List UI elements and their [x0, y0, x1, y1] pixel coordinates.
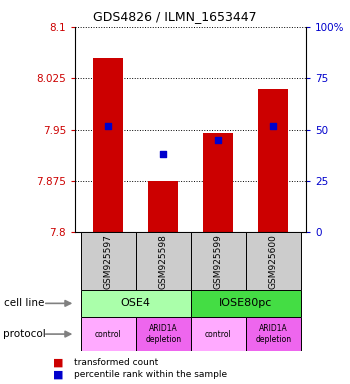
Text: GDS4826 / ILMN_1653447: GDS4826 / ILMN_1653447: [93, 10, 257, 23]
Bar: [246, 232, 301, 290]
Bar: [81, 232, 136, 290]
Text: cell line: cell line: [4, 298, 44, 308]
Bar: [191, 317, 246, 351]
Text: GSM925598: GSM925598: [159, 234, 168, 288]
Bar: [136, 317, 191, 351]
Bar: [81, 290, 191, 317]
Text: OSE4: OSE4: [121, 298, 151, 308]
Text: GSM925597: GSM925597: [104, 234, 113, 288]
Point: [216, 137, 221, 143]
Bar: [93, 58, 123, 232]
Text: GSM925600: GSM925600: [269, 234, 278, 288]
Bar: [203, 133, 233, 232]
Text: IOSE80pc: IOSE80pc: [219, 298, 272, 308]
Text: ■: ■: [52, 369, 63, 379]
Text: ■: ■: [52, 358, 63, 368]
Bar: [148, 181, 178, 232]
Text: control: control: [95, 329, 122, 339]
Point: [271, 123, 276, 129]
Text: protocol: protocol: [4, 329, 46, 339]
Point: [160, 151, 166, 157]
Bar: [136, 232, 191, 290]
Text: ARID1A
depletion: ARID1A depletion: [145, 324, 181, 344]
Text: transformed count: transformed count: [74, 358, 158, 367]
Point: [105, 123, 111, 129]
Bar: [246, 317, 301, 351]
Bar: [191, 232, 246, 290]
Bar: [191, 290, 301, 317]
Text: percentile rank within the sample: percentile rank within the sample: [74, 370, 227, 379]
Bar: [258, 88, 288, 232]
Text: ARID1A
depletion: ARID1A depletion: [255, 324, 291, 344]
Bar: [81, 317, 136, 351]
Text: GSM925599: GSM925599: [214, 234, 223, 288]
Text: control: control: [205, 329, 232, 339]
